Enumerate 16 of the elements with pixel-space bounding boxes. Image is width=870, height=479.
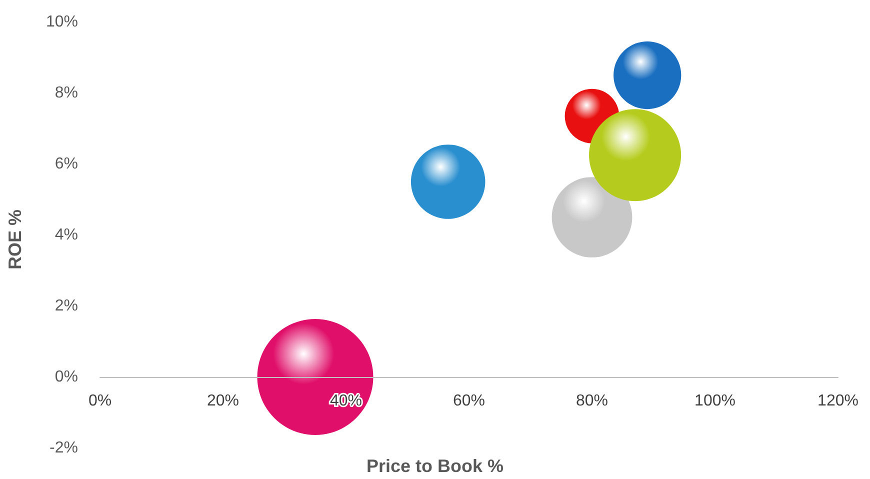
y-tick-label: 4% [54,226,78,244]
x-axis-title: Price to Book % [366,456,504,476]
y-axis-title: ROE % [5,209,25,270]
x-tick-label: 40% [330,392,362,410]
y-tick-label: 0% [54,368,78,386]
y-tick-label: -2% [50,440,78,456]
x-tick-label: 60% [452,392,486,410]
x-tick-label: 20% [206,392,240,410]
y-tick-label: 2% [54,298,78,314]
x-tick-label: 100% [694,392,736,410]
x-tick-label: 80% [576,392,608,410]
y-tick-label: 10% [46,14,78,30]
x-tick-label: 120% [818,392,858,410]
y-tick-label: 6% [54,156,78,172]
y-tick-label: 8% [54,84,78,102]
x-tick-label: 0% [88,392,112,410]
